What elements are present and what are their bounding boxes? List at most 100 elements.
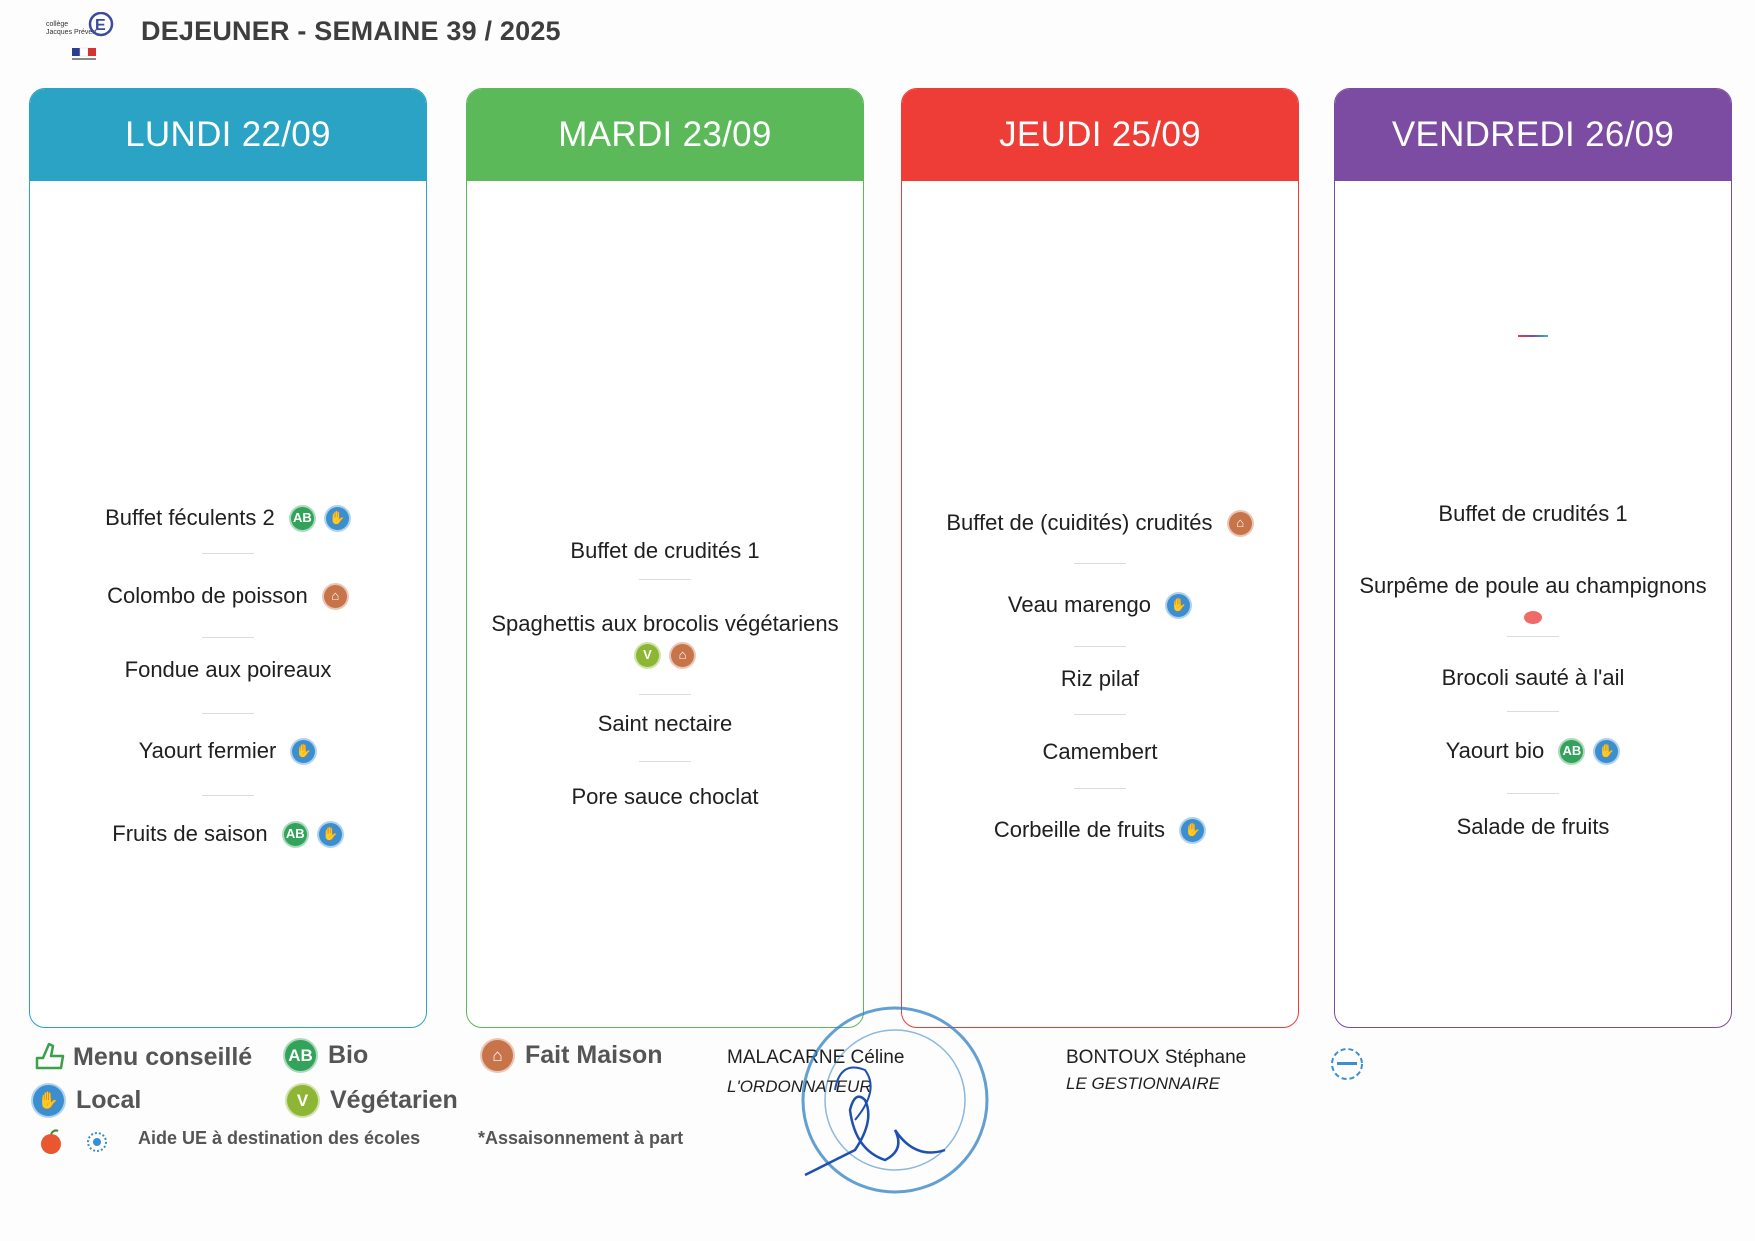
aide-ue-text: Aide UE à destination des écoles xyxy=(138,1128,421,1148)
aide-ue-icon xyxy=(1524,610,1542,624)
gestionnaire-role: LE GESTIONNAIRE xyxy=(1066,1074,1220,1093)
dish-name: Fruits de saison xyxy=(112,821,268,847)
dish-separator xyxy=(639,761,691,762)
dish-name: Buffet de crudités 1 xyxy=(570,538,760,564)
dish-item: Pore sauce choclat xyxy=(467,782,863,811)
dish-item: Brocoli sauté à l'ail xyxy=(1335,663,1731,692)
local-icon: ✋ xyxy=(316,820,344,848)
dish-name: Corbeille de fruits xyxy=(993,817,1166,843)
dish-name: Riz pilaf xyxy=(1060,666,1140,692)
local-icon: ✋ xyxy=(1165,591,1193,619)
legend-fait-maison: ⌂ Fait Maison xyxy=(480,1038,663,1073)
dish-item: Corbeille de fruits ✋ xyxy=(902,815,1298,844)
dish-item: Buffet de crudités 1 xyxy=(1335,499,1731,528)
dish-list-vendredi: Buffet de crudités 1 Surpême de poule au… xyxy=(1335,181,1731,1027)
dish-separator xyxy=(202,795,254,796)
local-icon: ✋ xyxy=(323,504,351,532)
dish-list-lundi: Buffet féculents 2 AB ✋ Colombo de poisso… xyxy=(30,181,426,1027)
local-icon: ✋ xyxy=(290,737,318,765)
assaisonnement-note: *Assaisonnement à part xyxy=(478,1128,684,1148)
dish-name: Surpême de poule au champignons xyxy=(1359,573,1707,599)
dish-item: Yaourt bio AB ✋ xyxy=(1335,736,1731,765)
legend-bio: AB Bio xyxy=(283,1038,368,1073)
vegetarien-icon: V xyxy=(285,1083,320,1118)
dish-item: Buffet de crudités 1 xyxy=(467,536,863,565)
bio-icon: AB xyxy=(1558,737,1586,765)
fait-maison-icon: ⌂ xyxy=(669,641,696,669)
day-header-vendredi: VENDREDI 26/09 xyxy=(1335,89,1731,181)
small-stamp-icon xyxy=(1331,1048,1363,1080)
decorative-mark xyxy=(1518,335,1548,337)
day-column-lundi: LUNDI 22/09 Buffet féculents 2 AB ✋ Colom… xyxy=(29,88,427,1028)
bio-icon: AB xyxy=(281,820,309,848)
dish-name: Brocoli sauté à l'ail xyxy=(1441,665,1625,691)
fait-maison-icon: ⌂ xyxy=(480,1038,515,1073)
ordonnateur-name: MALACARNE Céline xyxy=(727,1047,905,1068)
dish-name: Colombo de poisson xyxy=(107,583,308,609)
day-header-lundi: LUNDI 22/09 xyxy=(30,89,426,181)
fait-maison-icon: ⌂ xyxy=(1226,509,1254,537)
dish-separator xyxy=(1074,714,1126,715)
legend-label: Végétarien xyxy=(330,1086,458,1114)
legend-label: Local xyxy=(76,1086,142,1114)
legend-menu-conseille: Menu conseillé xyxy=(33,1040,252,1074)
dish-item: Spaghettis aux brocolis végétariens V ⌂ xyxy=(467,609,863,669)
local-icon: ✋ xyxy=(1593,737,1621,765)
svg-text:collège: collège xyxy=(46,21,68,28)
local-icon: ✋ xyxy=(1179,816,1207,844)
dish-item: Salade de fruits xyxy=(1335,812,1731,841)
dish-name: Buffet de (cuidités) crudités xyxy=(946,510,1213,536)
dish-item: Veau marengo ✋ xyxy=(902,590,1298,619)
dish-item: Camembert xyxy=(902,737,1298,766)
day-column-mardi: MARDI 23/09 Buffet de crudités 1 Spaghet… xyxy=(466,88,864,1028)
dish-name: Veau marengo xyxy=(1007,592,1151,618)
dish-separator xyxy=(639,579,691,580)
dish-item: Fondue aux poireaux xyxy=(30,655,426,684)
dish-separator xyxy=(202,553,254,554)
dish-name: Yaourt fermier xyxy=(138,738,277,764)
gestionnaire-name: BONTOUX Stéphane xyxy=(1066,1047,1247,1068)
dish-name: Pore sauce choclat xyxy=(571,784,759,810)
ordonnateur-role: L'ORDONNATEUR xyxy=(727,1077,872,1096)
dish-separator xyxy=(1074,563,1126,564)
svg-text:E: E xyxy=(95,17,106,34)
dish-separator xyxy=(202,713,254,714)
dish-separator xyxy=(1074,646,1126,647)
dish-list-mardi: Buffet de crudités 1 Spaghettis aux broc… xyxy=(467,181,863,1027)
bio-icon: AB xyxy=(283,1038,318,1073)
day-header-jeudi: JEUDI 25/09 xyxy=(902,89,1298,181)
menu-conseille-icon xyxy=(35,1042,65,1070)
dish-name: Salade de fruits xyxy=(1456,814,1610,840)
dish-name: Buffet féculents 2 xyxy=(105,505,275,531)
dish-list-jeudi: Buffet de (cuidités) crudités ⌂ Veau mar… xyxy=(902,181,1298,1027)
official-stamp xyxy=(801,1006,989,1194)
legend-label: Bio xyxy=(328,1041,369,1069)
day-column-vendredi: VENDREDI 26/09 Buffet de crudités 1 Surp… xyxy=(1334,88,1732,1028)
legend-label: Fait Maison xyxy=(525,1041,663,1069)
dish-badges: V ⌂ xyxy=(467,640,863,669)
apple-icon xyxy=(41,1129,61,1154)
legend-local: ✋ Local xyxy=(31,1083,141,1118)
dish-separator xyxy=(202,637,254,638)
vegetarien-icon: V xyxy=(634,641,661,669)
dish-item: Saint nectaire xyxy=(467,709,863,738)
legend-label: Menu conseillé xyxy=(73,1042,253,1071)
dish-name: Yaourt bio xyxy=(1445,738,1545,764)
day-header-mardi: MARDI 23/09 xyxy=(467,89,863,181)
dish-item: Yaourt fermier ✋ xyxy=(30,736,426,765)
college-logo: collège Jacques Prévert E xyxy=(46,12,114,60)
dish-name: Camembert xyxy=(1042,739,1158,765)
dish-item: Buffet de (cuidités) crudités ⌂ xyxy=(902,508,1298,537)
local-icon: ✋ xyxy=(31,1083,66,1118)
dish-separator xyxy=(1507,711,1559,712)
dish-item: Surpême de poule au champignons xyxy=(1335,571,1731,630)
dish-name: Spaghettis aux brocolis végétariens xyxy=(491,611,839,637)
dish-item: Colombo de poisson ⌂ xyxy=(30,581,426,610)
page-title: DEJEUNER - SEMAINE 39 / 2025 xyxy=(141,16,561,46)
dish-separator xyxy=(1507,793,1559,794)
eu-stars-icon xyxy=(87,1132,107,1152)
day-column-jeudi: JEUDI 25/09 Buffet de (cuidités) crudité… xyxy=(901,88,1299,1028)
dish-name: Fondue aux poireaux xyxy=(124,657,332,683)
dish-item: Buffet féculents 2 AB ✋ xyxy=(30,503,426,532)
dish-item: Fruits de saison AB ✋ xyxy=(30,819,426,848)
